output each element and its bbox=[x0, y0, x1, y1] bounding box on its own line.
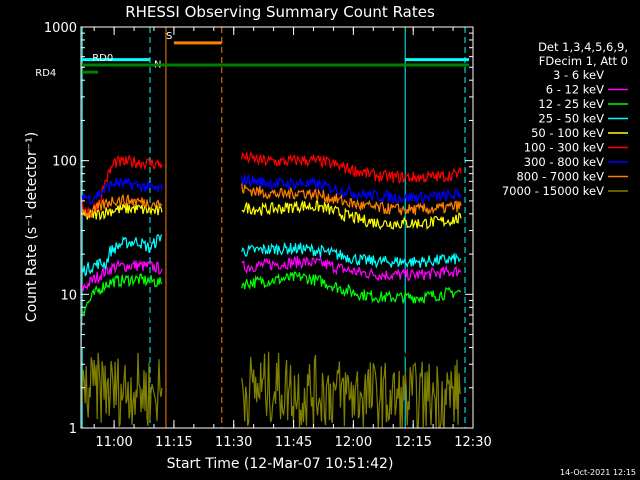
legend-label: 100 - 300 keV bbox=[524, 141, 604, 155]
series-line bbox=[241, 183, 462, 216]
series-line bbox=[81, 203, 163, 221]
series-line bbox=[241, 199, 462, 231]
instrument-mode-lines bbox=[81, 27, 466, 428]
x-tick-label: 12:30 bbox=[454, 435, 491, 450]
series-line bbox=[81, 272, 163, 315]
x-tick-label: 11:15 bbox=[155, 435, 192, 450]
flag-label: RD0 bbox=[92, 53, 113, 64]
flag-label: S bbox=[166, 31, 172, 42]
y-tick-label: 1000 bbox=[44, 21, 77, 36]
series-line bbox=[241, 305, 462, 377]
legend-label: 12 - 25 keV bbox=[538, 97, 604, 111]
y-axis-label: Count Rate (s⁻¹ detector⁻¹) bbox=[24, 132, 40, 322]
legend-label: 3 - 6 keV bbox=[553, 68, 604, 82]
x-tick-label: 11:45 bbox=[275, 435, 312, 450]
series-line bbox=[241, 271, 462, 304]
series-group bbox=[81, 151, 462, 429]
x-tick-label: 12:15 bbox=[394, 435, 431, 450]
series-line bbox=[81, 258, 163, 291]
x-tick-label: 11:00 bbox=[95, 435, 132, 450]
series-line bbox=[241, 151, 462, 185]
series-line bbox=[241, 242, 462, 270]
legend-label: 300 - 800 keV bbox=[524, 155, 604, 169]
series-line bbox=[81, 177, 163, 205]
series-line bbox=[81, 299, 163, 348]
legend-label: 25 - 50 keV bbox=[538, 112, 604, 126]
plot-frame bbox=[80, 26, 474, 429]
x-axis-label: Start Time (12-Mar-07 10:51:42) bbox=[167, 456, 394, 472]
flags-group: NSRD0RD4 bbox=[35, 31, 470, 79]
y-tick-label: 1 bbox=[69, 422, 77, 437]
legend-label: 50 - 100 keV bbox=[531, 126, 604, 140]
timestamp: 14-Oct-2021 12:15 bbox=[560, 468, 636, 477]
axes-group: 1 10 100 1000 11:00 11:15 11:30 11:45 12:00 12:15… bbox=[44, 21, 492, 450]
series-line bbox=[81, 233, 163, 277]
series-line bbox=[241, 351, 462, 429]
flag-label: RD4 bbox=[35, 68, 56, 79]
legend-label: 6 - 12 keV bbox=[546, 83, 604, 97]
legend-label: 7000 - 15000 keV bbox=[502, 184, 604, 198]
legend-label: 800 - 7000 keV bbox=[516, 170, 604, 184]
series-line bbox=[241, 256, 462, 282]
y-tick-label: 10 bbox=[60, 288, 77, 303]
legend-header-line-1: Det 1,3,4,5,6,9, bbox=[538, 40, 628, 54]
series-line bbox=[81, 194, 163, 219]
x-tick-label: 11:30 bbox=[215, 435, 252, 450]
chart-title: RHESSI Observing Summary Count Rates bbox=[125, 3, 435, 21]
y-tick-label: 100 bbox=[52, 155, 77, 170]
series-line bbox=[241, 174, 462, 205]
series-line bbox=[81, 352, 163, 427]
legend-header-line-2: FDecim 1, Att 0 bbox=[539, 54, 628, 68]
x-tick-label: 12:00 bbox=[335, 435, 372, 450]
